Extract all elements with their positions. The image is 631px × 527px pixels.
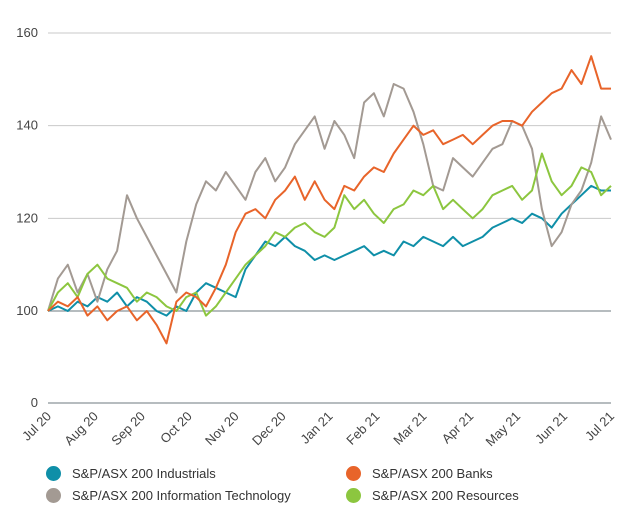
y-tick-label: 120 bbox=[16, 210, 38, 225]
x-tick-label: Aug 20 bbox=[61, 409, 101, 449]
x-tick-label: Jan 21 bbox=[297, 409, 335, 447]
y-tick-label: 100 bbox=[16, 303, 38, 318]
y-tick-label: 140 bbox=[16, 118, 38, 133]
legend-label-industrials: S&P/ASX 200 Industrials bbox=[72, 466, 216, 481]
gridlines bbox=[48, 32, 611, 404]
legend-label-information-technology: S&P/ASX 200 Information Technology bbox=[72, 488, 291, 503]
series-lines bbox=[47, 55, 612, 345]
series-line-s-p-asx-200-resources bbox=[47, 152, 612, 317]
x-tick-label: Jul 20 bbox=[19, 409, 54, 444]
x-axis-ticks: Jul 20 Aug 20 Sep 20 Oct 20 Nov 20 Dec 20 Jan … bbox=[19, 409, 617, 450]
x-tick-label: Feb 21 bbox=[343, 409, 382, 448]
legend-item-information-technology: S&P/ASX 200 Information Technology bbox=[46, 488, 291, 503]
legend-label-resources: S&P/ASX 200 Resources bbox=[372, 488, 519, 503]
x-tick-label: Jun 21 bbox=[532, 409, 570, 447]
legend-swatch-resources bbox=[346, 488, 361, 503]
x-tick-label: May 21 bbox=[483, 409, 524, 450]
legend-swatch-industrials bbox=[46, 466, 61, 481]
line-chart: 0 100 120 140 160 Jul 20 Aug 20 Sep 20 Oct 20 No… bbox=[16, 25, 617, 450]
legend-swatch-information-technology bbox=[46, 488, 61, 503]
y-tick-label: 160 bbox=[16, 25, 38, 40]
legend-label-banks: S&P/ASX 200 Banks bbox=[372, 466, 493, 481]
x-tick-label: Jul 21 bbox=[582, 409, 617, 444]
legend-item-resources: S&P/ASX 200 Resources bbox=[346, 488, 519, 503]
x-tick-label: Apr 21 bbox=[439, 409, 477, 447]
y-tick-label: 0 bbox=[31, 395, 38, 410]
legend-swatch-banks bbox=[346, 466, 361, 481]
x-tick-label: Oct 20 bbox=[157, 409, 195, 447]
y-axis-ticks: 0 100 120 140 160 bbox=[16, 25, 38, 410]
x-tick-label: Nov 20 bbox=[202, 409, 242, 449]
x-tick-label: Dec 20 bbox=[249, 409, 289, 449]
x-tick-label: Mar 21 bbox=[390, 409, 429, 448]
series-line-s-p-asx-200-banks bbox=[47, 55, 611, 345]
series-line-s-p-asx-200-industrials bbox=[47, 184, 611, 317]
legend-item-banks: S&P/ASX 200 Banks bbox=[346, 466, 493, 481]
x-tick-label: Sep 20 bbox=[108, 409, 148, 449]
legend-item-industrials: S&P/ASX 200 Industrials bbox=[46, 466, 216, 481]
